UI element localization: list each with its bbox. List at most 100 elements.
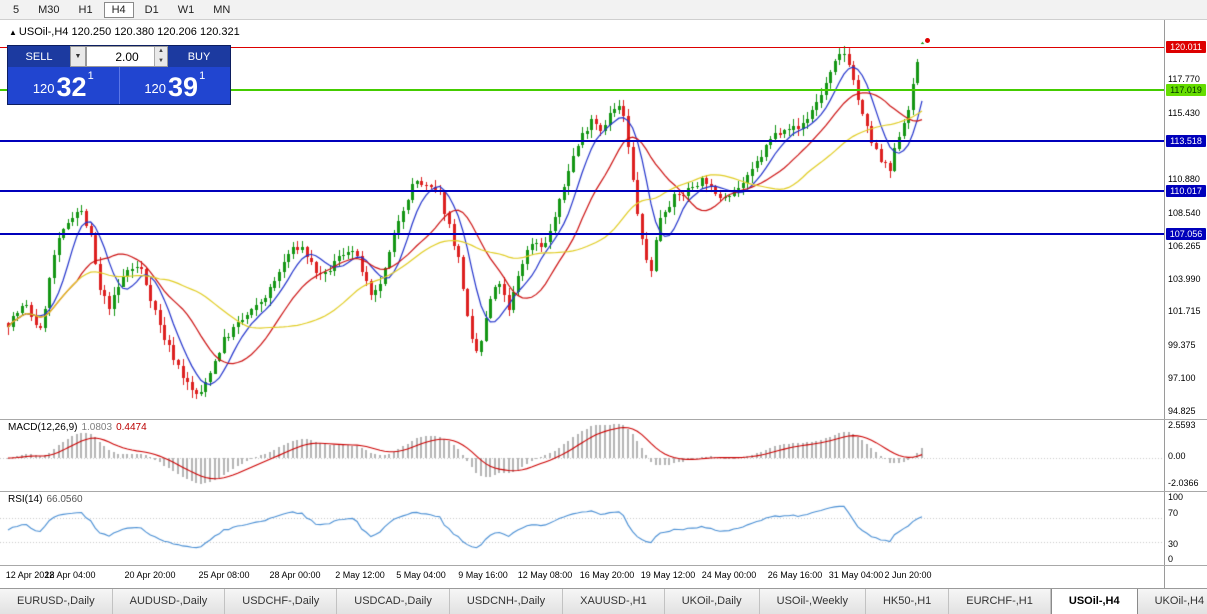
time-axis-label: 26 May 16:00: [767, 570, 823, 580]
macd-histogram-value: 1.0803: [81, 422, 113, 433]
ask-price-integer: 120: [144, 81, 167, 96]
macd-signal-value: 0.4474: [116, 422, 147, 433]
chart-tab-bar: EURUSD-,Daily AUDUSD-,Daily USDCHF-,Daily U…: [0, 588, 1207, 614]
dropdown-arrow-icon: ▼: [74, 53, 82, 60]
timeframe-button-d1[interactable]: D1: [137, 2, 167, 18]
ask-price-pips: 39: [168, 72, 199, 102]
price-tag-117.019: 117.019: [1166, 84, 1206, 96]
time-axis-label: 9 May 16:00: [458, 570, 508, 580]
chart-symbol: USOil-,H4: [18, 26, 69, 38]
volume-input[interactable]: 2.00 ▲ ▼: [86, 46, 168, 67]
tab-usoil-h4[interactable]: USOil-,H4: [1050, 589, 1138, 614]
time-axis-label: 5 May 04:00: [396, 570, 446, 580]
tab-usdcnh-daily[interactable]: USDCNH-,Daily: [449, 589, 564, 614]
time-axis-label: 16 May 20:00: [579, 570, 635, 580]
volume-spin-down-icon[interactable]: ▼: [154, 56, 167, 66]
tab-eurchf-h1[interactable]: EURCHF-,H1: [949, 589, 1051, 614]
time-axis-label: 28 Apr 00:00: [269, 570, 321, 580]
volume-dropdown-button[interactable]: ▼: [70, 46, 86, 67]
time-axis-label: 12 May 08:00: [517, 570, 573, 580]
trade-prices-row: 120 32 1 120 39 1: [8, 67, 230, 104]
price-axis-label: 101.715: [1168, 306, 1201, 317]
timeframe-button-h1[interactable]: H1: [71, 2, 101, 18]
price-tag-110.017: 110.017: [1166, 185, 1206, 197]
macd-name: MACD(12,26,9): [8, 422, 78, 433]
price-axis-label: 97.100: [1168, 373, 1196, 384]
level-line-110.017[interactable]: [0, 190, 1164, 192]
chart-title: ▲ USOil-,H4 120.250 120.380 120.206 120.3…: [9, 26, 240, 38]
macd-axis-label: 2.5593: [1168, 420, 1196, 430]
timeframe-button-h4[interactable]: H4: [103, 1, 134, 18]
price-tag-107.056: 107.056: [1166, 228, 1206, 240]
price-tag-120.011: 120.011: [1166, 41, 1206, 53]
macd-axis-label: 0.00: [1168, 451, 1186, 461]
level-line-117.019[interactable]: [0, 89, 1164, 91]
tab-hk50-h1[interactable]: HK50-,H1: [865, 589, 950, 614]
rsi-axis-label: 0: [1168, 554, 1174, 564]
tab-audusd-daily[interactable]: AUDUSD-,Daily: [112, 589, 226, 614]
time-axis[interactable]: 12 Apr 2022 18 Apr 04:00 20 Apr 20:00 25 Ap…: [0, 566, 1164, 586]
panel-resize-handle[interactable]: [0, 419, 1207, 420]
timeframe-button-mn[interactable]: MN: [205, 2, 238, 18]
tab-usdchf-daily[interactable]: USDCHF-,Daily: [225, 589, 338, 614]
tab-eurusd-daily[interactable]: EURUSD-,Daily: [0, 589, 113, 614]
price-tag-113.518: 113.518: [1166, 135, 1206, 147]
level-line-113.518[interactable]: [0, 140, 1164, 142]
one-click-trading-panel: SELL ▼ 2.00 ▲ ▼ BUY 120 32 1 120 39 1: [8, 46, 230, 104]
time-axis-label: 2 Jun 20:00: [884, 570, 932, 580]
timeframe-button-w1[interactable]: W1: [170, 2, 203, 18]
price-axis-label: 94.825: [1168, 406, 1196, 416]
bid-price-integer: 120: [32, 81, 55, 96]
time-axis-label: 18 Apr 04:00: [44, 570, 96, 580]
chart-canvas[interactable]: [0, 20, 1207, 566]
volume-value: 2.00: [115, 49, 139, 64]
timeframe-button-5[interactable]: 5: [5, 2, 27, 18]
sell-price[interactable]: 120 32 1: [8, 67, 119, 104]
tab-xauusd-h1[interactable]: XAUUSD-,H1: [563, 589, 665, 614]
timeframe-toolbar: 5 M30 H1 H4 D1 W1 MN: [0, 0, 1207, 20]
tab-ukoil-h4[interactable]: UKOil-,H4: [1137, 589, 1207, 614]
macd-axis-label: -2.0366: [1168, 478, 1199, 488]
price-axis-label: 117.770: [1168, 74, 1200, 85]
price-axis-label: 108.540: [1168, 207, 1201, 218]
rsi-axis-label: 70: [1168, 508, 1179, 518]
chart-ohlc-values: 120.250 120.380 120.206 120.321: [71, 26, 240, 38]
time-axis-label: 31 May 04:00: [828, 570, 884, 580]
buy-price[interactable]: 120 39 1: [120, 67, 231, 104]
time-axis-label: 2 May 12:00: [335, 570, 385, 580]
price-axis-label: 103.990: [1168, 273, 1201, 284]
rsi-axis-label: 30: [1168, 539, 1179, 549]
ask-price-point: 1: [199, 70, 206, 82]
tab-ukoil-daily[interactable]: UKOil-,Daily: [664, 589, 760, 614]
buy-button[interactable]: BUY: [168, 46, 230, 67]
time-axis-label: 20 Apr 20:00: [124, 570, 176, 580]
rsi-value: 66.0560: [46, 494, 83, 505]
time-axis-label: 24 May 00:00: [701, 570, 757, 580]
price-divider: [118, 67, 120, 104]
price-axis-border: [1164, 20, 1165, 588]
trade-controls-row: SELL ▼ 2.00 ▲ ▼ BUY: [8, 46, 230, 67]
volume-stepper: ▲ ▼: [154, 47, 167, 66]
panel-resize-handle[interactable]: [0, 491, 1207, 492]
time-axis-label: 12 Apr 2022: [5, 570, 55, 580]
level-line-120.011[interactable]: [0, 47, 1164, 48]
level-line-107.056[interactable]: [0, 233, 1164, 235]
bid-price-pips: 32: [56, 72, 87, 102]
latest-price-marker: [925, 38, 930, 43]
rsi-label: RSI(14) 66.0560: [8, 494, 83, 505]
timeframe-button-m30[interactable]: M30: [30, 2, 67, 18]
price-axis-label: 99.375: [1168, 340, 1196, 351]
tab-usdcad-daily[interactable]: USDCAD-,Daily: [337, 589, 450, 614]
chart-symbol-icon: ▲: [9, 28, 17, 37]
sell-button[interactable]: SELL: [8, 46, 70, 67]
time-axis-label: 19 May 12:00: [640, 570, 696, 580]
panel-resize-handle[interactable]: [0, 565, 1207, 566]
tab-usoil-weekly[interactable]: USOil-,Weekly: [759, 589, 866, 614]
rsi-axis-label: 100: [1168, 492, 1184, 502]
volume-spin-up-icon[interactable]: ▲: [154, 47, 167, 57]
price-axis-label: 106.265: [1168, 240, 1201, 251]
price-axis-label: 115.430: [1168, 108, 1200, 119]
bid-price-point: 1: [87, 70, 94, 82]
macd-label: MACD(12,26,9) 1.0803 0.4474: [8, 422, 147, 433]
